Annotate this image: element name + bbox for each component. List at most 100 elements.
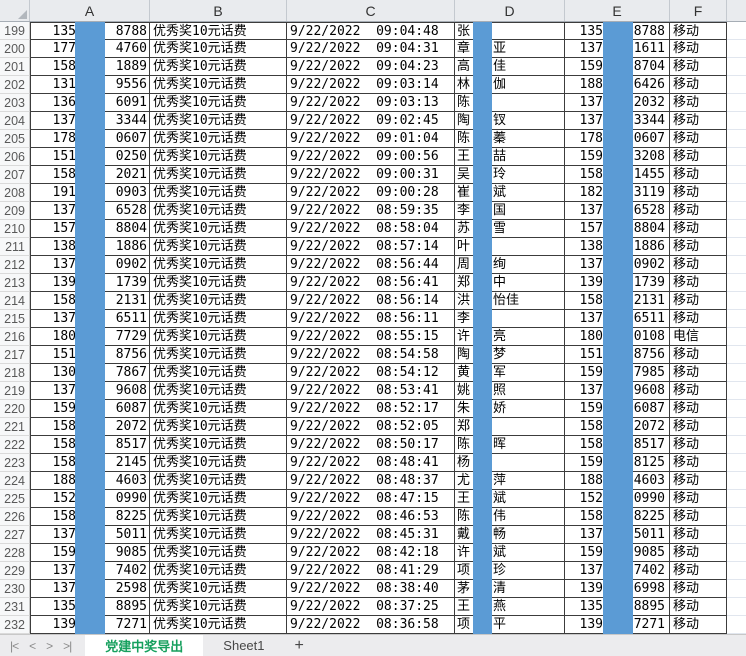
cell-carrier[interactable]: 移动 (670, 274, 727, 292)
empty-cell[interactable] (727, 202, 746, 220)
cell-datetime[interactable]: 9/22/2022 08:56:11 (287, 310, 455, 328)
add-sheet-button[interactable]: + (294, 636, 304, 654)
cell-prize[interactable]: 优秀奖10元话费 (150, 328, 287, 346)
cell-name[interactable]: 陈伟 (455, 508, 565, 526)
cell-carrier[interactable]: 移动 (670, 436, 727, 454)
empty-cell[interactable] (727, 292, 746, 310)
cell-phone-e[interactable]: 137 6511 (565, 310, 670, 328)
cell-carrier[interactable]: 移动 (670, 76, 727, 94)
cell-carrier[interactable]: 移动 (670, 292, 727, 310)
first-sheet-icon[interactable]: |< (10, 638, 19, 653)
cell-prize[interactable]: 优秀奖10元话费 (150, 94, 287, 112)
cell-carrier[interactable]: 移动 (670, 580, 727, 598)
cell-carrier[interactable]: 移动 (670, 562, 727, 580)
cell-name[interactable]: 张 (455, 22, 565, 40)
cell-datetime[interactable]: 9/22/2022 08:47:15 (287, 490, 455, 508)
cell-prize[interactable]: 优秀奖10元话费 (150, 202, 287, 220)
cell-phone-e[interactable]: 182 3119 (565, 184, 670, 202)
cell-name[interactable]: 戴畅 (455, 526, 565, 544)
cell-name[interactable]: 姚照 (455, 382, 565, 400)
empty-cell[interactable] (727, 544, 746, 562)
row-header[interactable]: 229 (0, 562, 30, 580)
sheet-tab-sheet1[interactable]: Sheet1 (223, 638, 265, 653)
column-header-e[interactable]: E (565, 0, 670, 21)
row-header[interactable]: 228 (0, 544, 30, 562)
next-sheet-icon[interactable]: > (46, 638, 53, 653)
cell-name[interactable]: 项平 (455, 616, 565, 634)
cell-carrier[interactable]: 电信 (670, 328, 727, 346)
column-header-a[interactable]: A (30, 0, 150, 21)
row-header[interactable]: 208 (0, 184, 30, 202)
row-header[interactable]: 226 (0, 508, 30, 526)
empty-cell[interactable] (727, 562, 746, 580)
empty-cell[interactable] (727, 148, 746, 166)
cell-name[interactable]: 茅清 (455, 580, 565, 598)
cell-datetime[interactable]: 9/22/2022 08:56:41 (287, 274, 455, 292)
cell-prize[interactable]: 优秀奖10元话费 (150, 130, 287, 148)
row-header[interactable]: 218 (0, 364, 30, 382)
empty-cell[interactable] (727, 256, 746, 274)
cell-name[interactable]: 杨 (455, 454, 565, 472)
empty-cell[interactable] (727, 130, 746, 148)
row-header[interactable]: 210 (0, 220, 30, 238)
select-all-corner[interactable] (0, 0, 30, 21)
cell-carrier[interactable]: 移动 (670, 364, 727, 382)
empty-cell[interactable] (727, 274, 746, 292)
cell-prize[interactable]: 优秀奖10元话费 (150, 238, 287, 256)
cell-datetime[interactable]: 9/22/2022 08:38:40 (287, 580, 455, 598)
cell-name[interactable]: 王喆 (455, 148, 565, 166)
cell-name[interactable]: 陈蓁 (455, 130, 565, 148)
cell-datetime[interactable]: 9/22/2022 08:56:14 (287, 292, 455, 310)
cell-prize[interactable]: 优秀奖10元话费 (150, 292, 287, 310)
empty-cell[interactable] (727, 526, 746, 544)
cell-datetime[interactable]: 9/22/2022 08:48:37 (287, 472, 455, 490)
sheet-tab-active[interactable]: 党建中奖导出 (85, 635, 204, 656)
cell-phone-e[interactable]: 159 8704 (565, 58, 670, 76)
cell-datetime[interactable]: 9/22/2022 09:03:13 (287, 94, 455, 112)
cell-datetime[interactable]: 9/22/2022 08:58:04 (287, 220, 455, 238)
cell-carrier[interactable]: 移动 (670, 400, 727, 418)
cell-carrier[interactable]: 移动 (670, 598, 727, 616)
cell-name[interactable]: 洪 怡佳 (455, 292, 565, 310)
column-header-b[interactable]: B (150, 0, 287, 21)
cell-prize[interactable]: 优秀奖10元话费 (150, 220, 287, 238)
cell-carrier[interactable]: 移动 (670, 58, 727, 76)
row-header[interactable]: 232 (0, 616, 30, 634)
cell-name[interactable]: 李国 (455, 202, 565, 220)
cell-prize[interactable]: 优秀奖10元话费 (150, 76, 287, 94)
empty-cell[interactable] (727, 616, 746, 634)
cell-prize[interactable]: 优秀奖10元话费 (150, 490, 287, 508)
cell-carrier[interactable]: 移动 (670, 220, 727, 238)
cell-prize[interactable]: 优秀奖10元话费 (150, 472, 287, 490)
empty-cell[interactable] (727, 400, 746, 418)
cell-carrier[interactable]: 移动 (670, 418, 727, 436)
cell-name[interactable]: 林伽 (455, 76, 565, 94)
cell-name[interactable]: 周绚 (455, 256, 565, 274)
cell-name[interactable]: 陶梦 (455, 346, 565, 364)
empty-cell[interactable] (727, 94, 746, 112)
row-header[interactable]: 223 (0, 454, 30, 472)
cell-phone-e[interactable]: 137 5011 (565, 526, 670, 544)
row-header[interactable]: 231 (0, 598, 30, 616)
cell-carrier[interactable]: 移动 (670, 490, 727, 508)
cell-name[interactable]: 吴玲 (455, 166, 565, 184)
cell-phone-e[interactable]: 188 4603 (565, 472, 670, 490)
cell-prize[interactable]: 优秀奖10元话费 (150, 526, 287, 544)
cell-prize[interactable]: 优秀奖10元话费 (150, 382, 287, 400)
row-header[interactable]: 225 (0, 490, 30, 508)
empty-cell[interactable] (727, 364, 746, 382)
empty-cell[interactable] (727, 220, 746, 238)
cell-phone-e[interactable]: 138 1886 (565, 238, 670, 256)
cell-prize[interactable]: 优秀奖10元话费 (150, 274, 287, 292)
cell-name[interactable]: 高佳 (455, 58, 565, 76)
empty-cell[interactable] (727, 490, 746, 508)
cell-carrier[interactable]: 移动 (670, 94, 727, 112)
row-header[interactable]: 206 (0, 148, 30, 166)
cell-carrier[interactable]: 移动 (670, 184, 727, 202)
empty-cell[interactable] (727, 508, 746, 526)
cell-carrier[interactable]: 移动 (670, 256, 727, 274)
cell-prize[interactable]: 优秀奖10元话费 (150, 508, 287, 526)
empty-cell[interactable] (727, 328, 746, 346)
empty-cell[interactable] (727, 472, 746, 490)
cell-prize[interactable]: 优秀奖10元话费 (150, 148, 287, 166)
